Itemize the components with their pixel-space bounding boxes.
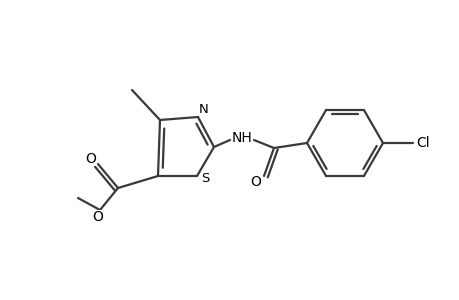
Text: N: N <box>199 103 208 116</box>
Text: NH: NH <box>231 131 252 145</box>
Text: O: O <box>92 210 103 224</box>
Text: O: O <box>85 152 96 166</box>
Text: S: S <box>201 172 209 184</box>
Text: O: O <box>250 175 261 189</box>
Text: Cl: Cl <box>415 136 429 150</box>
